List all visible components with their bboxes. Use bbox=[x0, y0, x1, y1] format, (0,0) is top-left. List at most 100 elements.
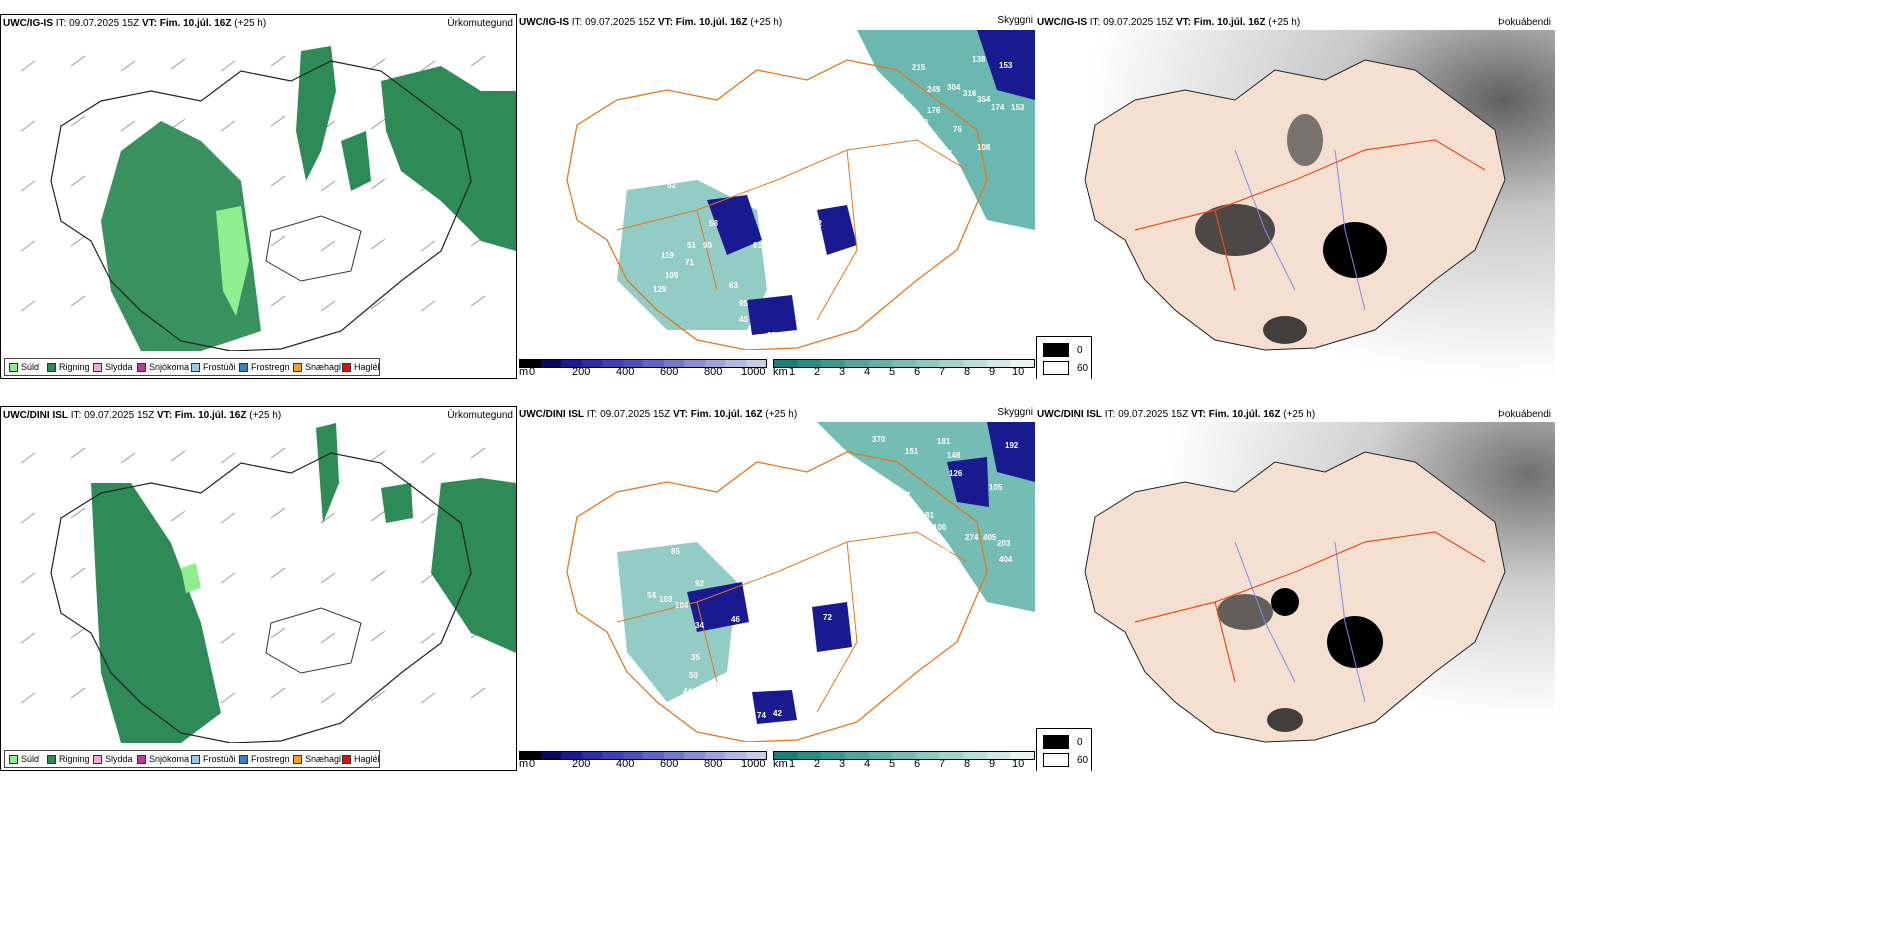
fog-blob-west bbox=[1217, 594, 1273, 630]
visibility-value-label: 44 bbox=[683, 687, 692, 696]
visibility-value-label: 32 bbox=[761, 219, 770, 228]
legend-label-frostregn: Frostregn bbox=[251, 754, 290, 764]
iceland-coastline bbox=[50, 60, 472, 351]
colorbar-m-segment bbox=[540, 360, 561, 367]
dark-vis-ne bbox=[987, 422, 1035, 482]
it-value: 09.07.2025 15Z bbox=[600, 409, 671, 420]
visibility-value-label: 63 bbox=[729, 281, 738, 290]
colorbar-km-tick: 10 bbox=[1012, 366, 1025, 378]
colorbar-m-segment bbox=[663, 360, 684, 367]
colorbar-km-tick: 8 bbox=[964, 758, 971, 770]
legend-swatch-frostregn bbox=[239, 363, 248, 372]
colorbar-km-segment bbox=[1010, 752, 1035, 759]
colorbar-m-unit: m bbox=[519, 366, 529, 378]
visibility-panel-2[interactable]: UWC/DINI ISL IT: 09.07.2025 15Z VT: Fim.… bbox=[517, 406, 1035, 771]
panel-header: UWC/IG-IS IT: 09.07.2025 15Z VT: Fim. 10… bbox=[3, 18, 266, 30]
fog-index-panel-2[interactable]: UWC/DINI ISL IT: 09.07.2025 15Z VT: Fim.… bbox=[1035, 406, 1555, 771]
colorbar-km-tick: 2 bbox=[814, 758, 821, 770]
precip-type-panel-2[interactable]: UWC/DINI ISL IT: 09.07.2025 15Z VT: Fim.… bbox=[0, 406, 517, 771]
colorbar-m-tick: 0 bbox=[529, 366, 536, 378]
panel-title: Skyggni bbox=[997, 15, 1033, 26]
legend-label-sold: Súld bbox=[21, 362, 40, 372]
fog-key-label-60: 60 bbox=[1077, 363, 1089, 374]
it-label: IT: bbox=[1104, 409, 1116, 420]
precip-type-legend: Súld Rigning Slydda Snjókoma Frostúði Fr… bbox=[4, 750, 380, 768]
visibility-value-label: 105 bbox=[989, 483, 1003, 492]
visibility-value-label: 370 bbox=[872, 435, 886, 444]
model-name: UWC/DINI ISL bbox=[3, 410, 68, 421]
colorbar-km-tick: 9 bbox=[989, 758, 996, 770]
visibility-value-label: 108 bbox=[977, 143, 991, 152]
iceland-coastline bbox=[566, 59, 988, 350]
panel-title: Skyggni bbox=[997, 407, 1033, 418]
it-value: 09.07.2025 15Z bbox=[1118, 409, 1189, 420]
colorbar-km-segment bbox=[939, 752, 964, 759]
colorbar-m-segment bbox=[745, 360, 766, 367]
panel-header: UWC/IG-IS IT: 09.07.2025 15Z VT: Fim. 10… bbox=[519, 17, 782, 29]
colorbar-km-segment bbox=[1010, 360, 1035, 367]
roads bbox=[1134, 531, 1486, 683]
panel-title: Úrkomutegund bbox=[447, 18, 513, 29]
colorbar-km-segment bbox=[844, 360, 869, 367]
fog-index-panel-1[interactable]: UWC/IG-IS IT: 09.07.2025 15Z VT: Fim. 10… bbox=[1035, 14, 1555, 379]
legend-label-slydda: Slydda bbox=[105, 754, 133, 764]
visibility-value-label: 7 bbox=[567, 195, 572, 204]
teal-sea-ne bbox=[857, 30, 1035, 230]
visibility-value-label: 181 bbox=[937, 437, 951, 446]
colorbar-km-segment bbox=[868, 752, 893, 759]
panel-header: UWC/DINI ISL IT: 09.07.2025 15Z VT: Fim.… bbox=[1037, 409, 1315, 421]
colorbar-m-segment bbox=[622, 360, 643, 367]
colorbar-m-tick: 0 bbox=[529, 758, 536, 770]
colorbar-km-segment bbox=[868, 360, 893, 367]
visibility-value-label: 42 bbox=[773, 709, 782, 718]
visibility-value-label: 129 bbox=[653, 285, 667, 294]
rain-area-north bbox=[296, 46, 336, 181]
colorbar-m-segment bbox=[520, 752, 541, 759]
colorbar-elevation bbox=[519, 359, 767, 368]
colorbar-km-segment bbox=[915, 360, 940, 367]
vt-value: Fim. 10.júl. 16Z bbox=[174, 410, 247, 421]
visibility-value-label: 138 bbox=[972, 55, 986, 64]
legend-label-rigning: Rigning bbox=[59, 754, 90, 764]
legend-label-haglel: Haglél bbox=[354, 754, 380, 764]
visibility-value-label: 249 bbox=[927, 85, 941, 94]
colorbar-m-tick: 600 bbox=[660, 758, 679, 770]
panel-title: Úrkomutegund bbox=[447, 410, 513, 421]
roads bbox=[1134, 139, 1486, 291]
legend-swatch-snaehagl bbox=[293, 755, 302, 764]
visibility-panel-1[interactable]: UWC/IG-IS IT: 09.07.2025 15Z VT: Fim. 10… bbox=[517, 14, 1035, 379]
rain-area-west bbox=[91, 483, 221, 743]
glacier-outline bbox=[265, 607, 362, 674]
colorbar-km-segment bbox=[986, 360, 1011, 367]
dark-vis-central bbox=[812, 602, 852, 652]
vt-label: VT: bbox=[657, 17, 673, 28]
visibility-value-label: 66 bbox=[737, 129, 746, 138]
road-network bbox=[616, 139, 968, 321]
fog-key-label-0: 0 bbox=[1077, 737, 1083, 748]
legend-swatch-snjokoma bbox=[137, 755, 146, 764]
colorbar-km-segment bbox=[963, 360, 987, 367]
visibility-value-label: 153 bbox=[999, 61, 1013, 70]
colorbar-m-segment bbox=[581, 360, 602, 367]
fog-blob-south bbox=[1263, 316, 1307, 344]
colorbar-km-unit: km bbox=[773, 366, 788, 378]
it-label: IT: bbox=[1089, 17, 1101, 28]
rivers bbox=[1234, 541, 1366, 703]
precip-type-panel-1[interactable]: UWC/IG-IS IT: 09.07.2025 15Z VT: Fim. 10… bbox=[0, 14, 517, 379]
lead-time: (+25 h) bbox=[249, 410, 282, 421]
colorbar-m-segment bbox=[602, 360, 623, 367]
legend-swatch-slydda bbox=[93, 363, 102, 372]
colorbar-m-unit: m bbox=[519, 758, 529, 770]
wind-barbs bbox=[20, 447, 486, 704]
colorbar-km-segment bbox=[774, 752, 798, 759]
rain-area-mid bbox=[341, 131, 371, 191]
colorbar-km-segment bbox=[892, 360, 916, 367]
iceland-coastline bbox=[50, 452, 472, 743]
fog-map-1 bbox=[1035, 30, 1555, 379]
visibility-value-label: 40 bbox=[919, 118, 928, 127]
visibility-value-label: 90 bbox=[703, 241, 712, 250]
colorbar-km-tick: 8 bbox=[964, 366, 971, 378]
visibility-value-label: 74 bbox=[757, 711, 766, 720]
